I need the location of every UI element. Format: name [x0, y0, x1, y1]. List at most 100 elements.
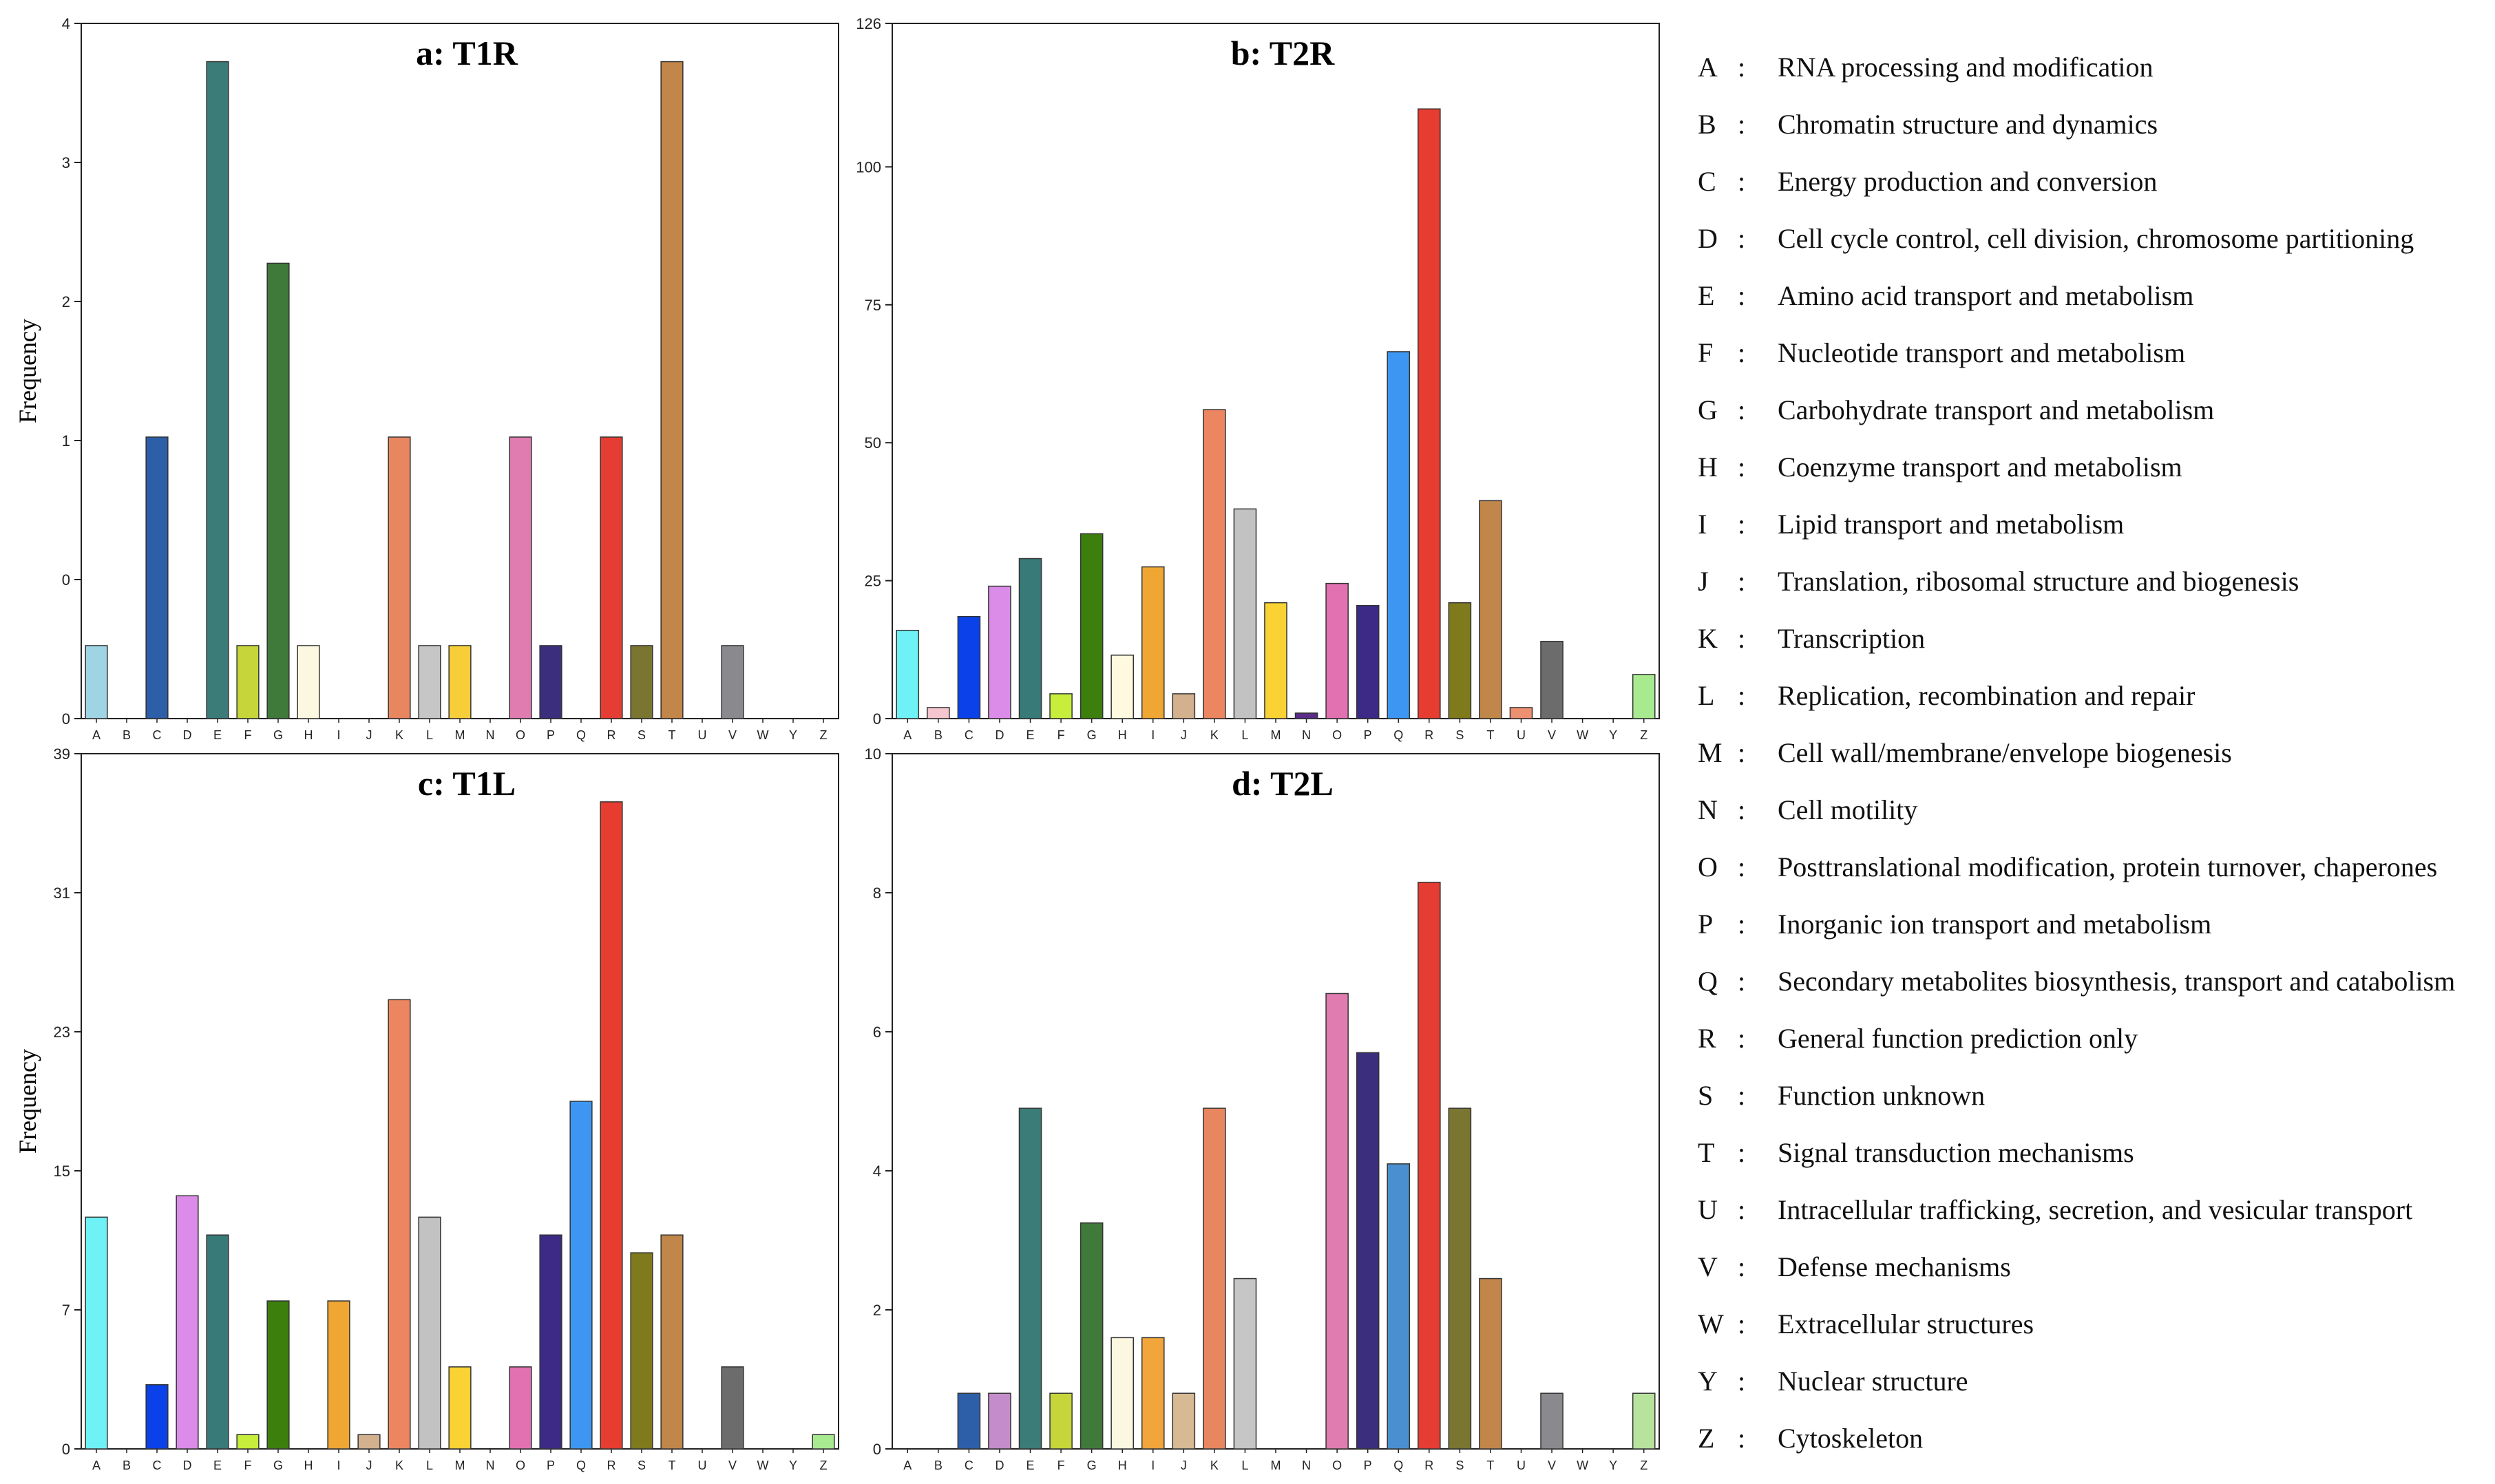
chart-panel-a: 0 0 1 2 3 4 A B C D E F G H I J K L M N O P Q R S T U V W Y Za: T1R Fre… — [14, 15, 839, 742]
legend-code: C — [1698, 166, 1716, 197]
bar-H — [297, 645, 320, 719]
x-tick-label: G — [1087, 1459, 1097, 1472]
panel-title: d: T2L — [1232, 764, 1334, 803]
bar-V — [1540, 1392, 1564, 1450]
legend-separator: : — [1738, 737, 1746, 768]
x-tick-label: Q — [1393, 728, 1403, 742]
x-tick-label: F — [244, 1459, 252, 1472]
bar-E — [206, 1234, 229, 1450]
legend-code: A — [1698, 52, 1718, 83]
y-tick-label: 3 — [62, 154, 70, 171]
bar-A — [85, 1216, 108, 1450]
x-tick-label: Y — [1609, 728, 1617, 742]
bar-M — [448, 645, 472, 719]
legend-item: Z: Cytoskeleton — [1698, 1410, 2489, 1467]
x-tick-label: G — [1087, 728, 1097, 742]
bar-O — [1325, 993, 1349, 1450]
legend-item: Y: Nuclear structure — [1698, 1353, 2489, 1410]
legend-item: Q: Secondary metabolites biosynthesis, tr… — [1698, 953, 2489, 1010]
legend-code: J — [1698, 566, 1709, 597]
legend-description: RNA processing and modification — [1778, 52, 2154, 83]
y-tick-label: 23 — [54, 1024, 70, 1041]
legend-separator: : — [1738, 966, 1746, 997]
bar-M — [448, 1366, 472, 1450]
legend-separator: : — [1738, 52, 1746, 83]
legend-separator: : — [1738, 1194, 1746, 1225]
bar-V — [721, 645, 744, 719]
bar-K — [388, 999, 411, 1450]
bar-A — [85, 645, 108, 719]
legend-item: R: General function prediction only — [1698, 1010, 2489, 1067]
chart-panel-c: 0 7 15 23 31 39 A B C D E F G H I J K L M N O P Q R S T U V W Y Zc: T1… — [14, 745, 839, 1472]
x-tick-label: E — [1027, 1459, 1035, 1472]
legend-code: M — [1698, 737, 1723, 768]
bar-Q — [1387, 351, 1411, 719]
legend-item: F: Nucleotide transport and metabolism — [1698, 324, 2489, 381]
bar-T — [660, 1234, 684, 1450]
bar-D — [988, 585, 1011, 719]
x-tick-label: C — [965, 1459, 973, 1472]
y-tick-label: 6 — [873, 1024, 881, 1041]
bar-J — [357, 1434, 381, 1450]
legend-item: H: Coenzyme transport and metabolism — [1698, 438, 2489, 496]
bar-V — [1540, 641, 1564, 719]
legend-separator: : — [1738, 1366, 1746, 1397]
bar-F — [1049, 693, 1073, 719]
x-tick-label: L — [426, 1459, 433, 1472]
x-tick-label: W — [757, 1459, 769, 1472]
x-tick-label: S — [638, 728, 646, 742]
y-tick-label: 2 — [873, 1302, 881, 1319]
bar-G — [1080, 533, 1104, 719]
bar-R — [1418, 882, 1441, 1450]
x-tick-label: U — [698, 1459, 707, 1472]
x-tick-label: J — [1181, 728, 1187, 742]
bar-T — [660, 61, 684, 719]
x-tick-label: F — [1057, 1459, 1065, 1472]
x-tick-label: P — [1364, 728, 1372, 742]
x-tick-label: T — [1486, 1459, 1494, 1472]
y-tick-label: 10 — [865, 745, 881, 763]
x-tick-label: Z — [820, 728, 828, 742]
x-tick-label: L — [426, 728, 433, 742]
x-tick-label: D — [183, 728, 192, 742]
x-tick-label: E — [1027, 728, 1035, 742]
x-tick-label: R — [1424, 1459, 1433, 1472]
x-tick-label: V — [728, 728, 737, 742]
x-tick-label: N — [1302, 1459, 1311, 1472]
x-tick-label: A — [903, 1459, 912, 1472]
x-tick-label: M — [1271, 728, 1281, 742]
bar-Q — [569, 1101, 593, 1450]
bar-K — [1203, 409, 1226, 719]
legend-description: Posttranslational modification, protein … — [1778, 851, 2438, 882]
legend-item: M: Cell wall/membrane/envelope biogenesis — [1698, 724, 2489, 781]
legend-separator: : — [1738, 680, 1746, 711]
x-tick-label: W — [1577, 728, 1588, 742]
bar-S — [630, 1252, 653, 1450]
y-tick-label: 0 — [62, 710, 70, 728]
bar-R — [600, 801, 623, 1450]
x-tick-label: D — [995, 728, 1004, 742]
legend-item: B: Chromatin structure and dynamics — [1698, 96, 2489, 153]
y-tick-label: 100 — [856, 158, 881, 176]
x-tick-label: I — [337, 728, 340, 742]
y-tick-label: 2 — [62, 293, 70, 310]
bar-G — [1080, 1222, 1104, 1450]
y-axis-label: Frequency — [14, 319, 41, 423]
x-tick-label: I — [1151, 1459, 1155, 1472]
legend-code: Q — [1698, 966, 1718, 997]
bar-O — [509, 436, 532, 719]
bar-M — [1264, 602, 1287, 719]
legend-item: A: RNA processing and modification — [1698, 39, 2489, 96]
legend-separator: : — [1738, 1080, 1746, 1111]
y-tick-label: 126 — [856, 15, 881, 32]
legend-code: F — [1698, 337, 1714, 368]
x-tick-label: U — [698, 728, 707, 742]
legend-code: I — [1698, 509, 1707, 540]
legend-item: P: Inorganic ion transport and metabolism — [1698, 895, 2489, 953]
x-tick-label: G — [273, 1459, 283, 1472]
legend-description: Signal transduction mechanisms — [1778, 1137, 2134, 1168]
legend-code: D — [1698, 223, 1718, 254]
x-tick-label: B — [123, 728, 131, 742]
x-tick-label: D — [183, 1459, 192, 1472]
chart-panel-d: 0 2 4 6 8 10 A B C D E F G H I J K L M N O P Q R S T U V W Y Zd: T2L — [865, 745, 1660, 1472]
